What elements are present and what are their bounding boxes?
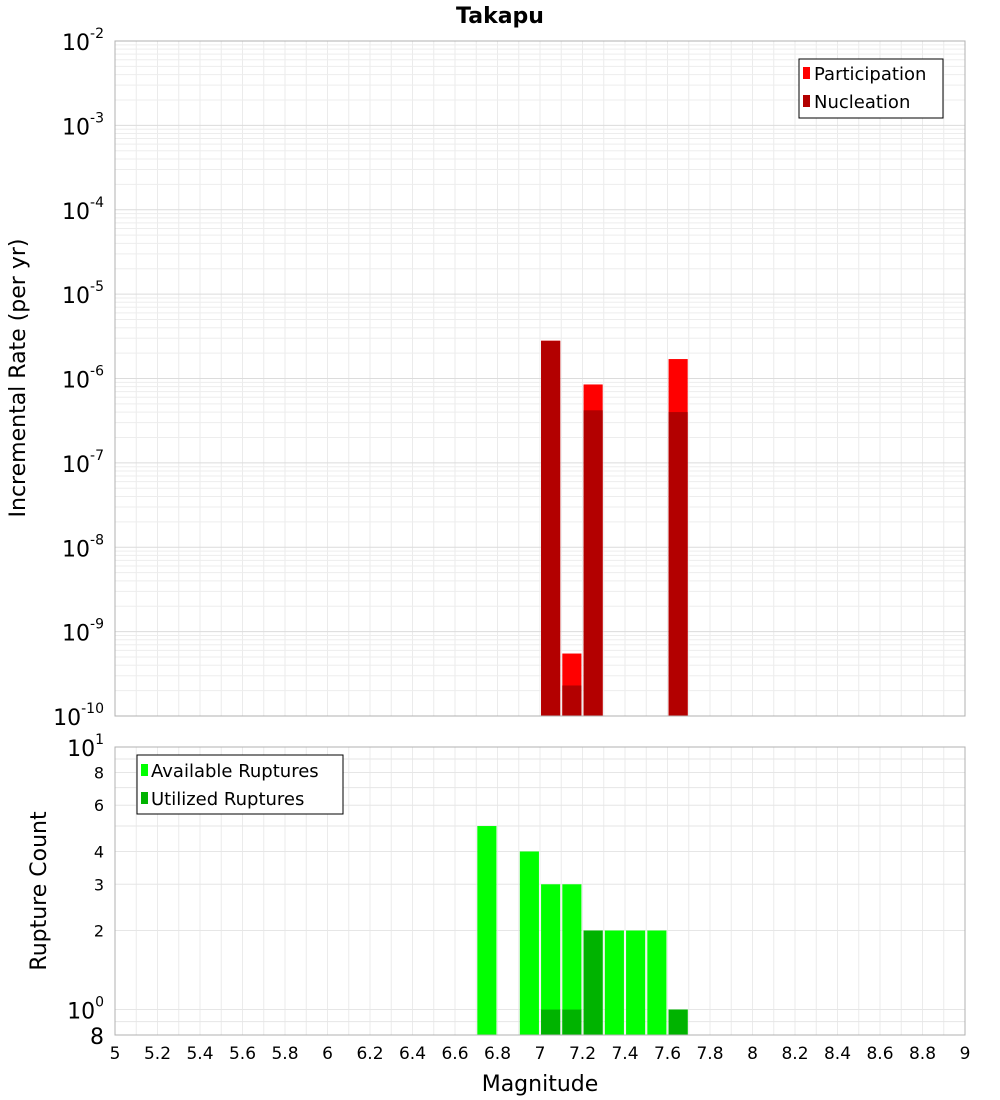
rate-y-tick-label: 10-8 bbox=[62, 532, 104, 562]
x-tick-label: 9 bbox=[960, 1044, 971, 1064]
bar-utilized-ruptures bbox=[562, 1009, 582, 1035]
rate-y-tick-labels: 10-10 10-9 10-8 10-7 10-6 10-5 10-4 10-3 10-2 bbox=[53, 26, 104, 731]
bar-available-ruptures bbox=[647, 930, 667, 1035]
rate-y-tick-label: 10-2 bbox=[62, 26, 104, 56]
x-tick-label: 8 bbox=[747, 1044, 758, 1064]
x-tick-label: 7.6 bbox=[654, 1044, 681, 1064]
rate-y-tick-label: 10-9 bbox=[62, 617, 104, 647]
rate-panel: 10-10 10-9 10-8 10-7 10-6 10-5 10-4 10-3 10-2 In… bbox=[6, 26, 966, 731]
legend-label-participation: Participation bbox=[814, 64, 926, 85]
rate-legend: Participation Nucleation bbox=[798, 58, 944, 119]
x-tick-label: 7 bbox=[535, 1044, 546, 1064]
count-y-tick-label-minor: 2 bbox=[94, 922, 104, 941]
x-tick-label: 5 bbox=[110, 1044, 121, 1064]
legend-label-nucleation: Nucleation bbox=[814, 92, 910, 113]
bar-available-ruptures bbox=[562, 884, 582, 1035]
rate-y-tick-label: 10-3 bbox=[62, 110, 104, 140]
count-legend: Available Ruptures Utilized Ruptures bbox=[136, 754, 344, 815]
count-y-tick-label-minor: 8 bbox=[94, 763, 104, 782]
bar-utilized-ruptures bbox=[668, 1009, 688, 1035]
rate-y-tick-label: 10-5 bbox=[62, 279, 104, 309]
bar-available-ruptures bbox=[519, 851, 539, 1035]
legend-label-available-ruptures: Available Ruptures bbox=[151, 761, 319, 782]
legend-swatch-available-ruptures bbox=[141, 764, 148, 776]
rate-y-tick-label: 10-10 bbox=[53, 701, 104, 731]
bar-available-ruptures bbox=[541, 884, 561, 1035]
legend-swatch-participation bbox=[803, 67, 810, 79]
rate-y-tick-label: 10-6 bbox=[62, 364, 104, 394]
x-tick-label: 8.2 bbox=[781, 1044, 808, 1064]
count-legend-box bbox=[136, 754, 344, 815]
bar-nucleation bbox=[583, 410, 603, 716]
bar-nucleation bbox=[562, 685, 582, 716]
count-y-tick-label-minor: 3 bbox=[94, 875, 104, 894]
x-tick-label: 7.2 bbox=[569, 1044, 596, 1064]
legend-label-utilized-ruptures: Utilized Ruptures bbox=[151, 789, 304, 810]
x-tick-label: 8.6 bbox=[866, 1044, 893, 1064]
x-tick-label: 6 bbox=[322, 1044, 333, 1064]
bar-available-ruptures bbox=[604, 930, 624, 1035]
count-y-tick-label: 100 bbox=[67, 995, 104, 1025]
chart-title: Takapu bbox=[456, 4, 544, 29]
rate-y-axis-label: Incremental Rate (per yr) bbox=[6, 239, 31, 518]
x-tick-label: 6.8 bbox=[484, 1044, 511, 1064]
count-bars bbox=[477, 826, 688, 1035]
x-axis-label: Magnitude bbox=[482, 1072, 599, 1097]
bar-nucleation bbox=[541, 340, 561, 716]
bar-available-ruptures bbox=[477, 826, 497, 1035]
count-y-tick-label-minor: 4 bbox=[94, 842, 104, 861]
rate-bars bbox=[541, 340, 688, 716]
x-tick-label: 6.6 bbox=[441, 1044, 468, 1064]
rate-y-tick-label: 10-4 bbox=[62, 195, 104, 225]
rate-gridlines bbox=[114, 41, 966, 717]
x-tick-label: 8.8 bbox=[909, 1044, 936, 1064]
rate-y-tick-label: 10-7 bbox=[62, 448, 104, 478]
count-y-tick-label-minor: 6 bbox=[94, 796, 104, 815]
rate-legend-box bbox=[798, 58, 944, 119]
legend-swatch-utilized-ruptures bbox=[141, 792, 148, 804]
x-tick-label: 7.4 bbox=[611, 1044, 638, 1064]
bar-available-ruptures bbox=[626, 930, 646, 1035]
x-tick-label: 7.8 bbox=[696, 1044, 723, 1064]
legend-swatch-nucleation bbox=[803, 95, 810, 107]
count-y-tick-label-minor: 8 bbox=[90, 1025, 104, 1050]
count-y-axis-label: Rupture Count bbox=[27, 811, 52, 971]
x-tick-label: 5.8 bbox=[271, 1044, 298, 1064]
x-tick-label: 5.2 bbox=[144, 1044, 171, 1064]
x-tick-label: 6.4 bbox=[399, 1044, 426, 1064]
count-plot-border bbox=[114, 746, 966, 1036]
bar-utilized-ruptures bbox=[583, 930, 603, 1035]
x-tick-label: 5.4 bbox=[186, 1044, 213, 1064]
rate-plot-border bbox=[114, 40, 966, 717]
x-tick-label: 5.6 bbox=[229, 1044, 256, 1064]
x-tick-label: 6.2 bbox=[356, 1044, 383, 1064]
x-tick-label: 8.4 bbox=[824, 1044, 851, 1064]
x-tick-labels: 5 5.2 5.4 5.6 5.8 6 6.2 6.4 6.6 6.8 7 7.2 7.4 7.6 7.8 8… bbox=[110, 1044, 971, 1064]
bar-nucleation bbox=[668, 412, 688, 716]
count-y-tick-label: 101 bbox=[67, 732, 104, 762]
bar-utilized-ruptures bbox=[541, 1009, 561, 1035]
